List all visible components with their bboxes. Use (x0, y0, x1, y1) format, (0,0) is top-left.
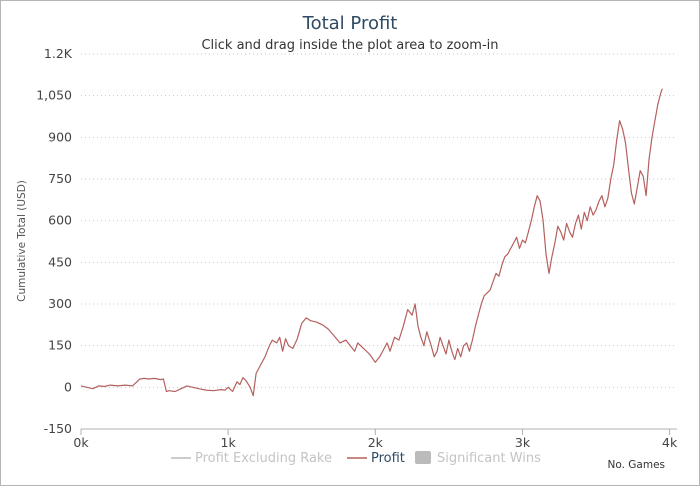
legend-label: Profit Excluding Rake (195, 451, 332, 466)
grid-lines (81, 53, 677, 430)
x-tick-label: 1k (221, 435, 237, 450)
chart-title: Total Profit (302, 13, 398, 34)
y-tick-label: -150 (44, 421, 72, 436)
y-tick-label: 150 (48, 338, 72, 353)
x-tick-label: 4k (662, 435, 678, 450)
x-tick-label: 0k (73, 435, 89, 450)
legend-label: Profit (371, 451, 405, 466)
legend-item[interactable]: Profit Excluding Rake (171, 451, 332, 466)
y-tick-label: 900 (48, 129, 72, 144)
legend-box-symbol (415, 451, 431, 464)
y-axis-title: Cumulative Total (USD) (16, 180, 28, 302)
legend: Profit Excluding Rake Profit Significant W… (171, 451, 541, 466)
y-tick-label: 600 (48, 213, 72, 228)
y-tick-label: 300 (48, 296, 72, 311)
x-axis-title: No. Games (608, 459, 666, 471)
x-axis: 0k 1k 2k 3k 4k (73, 428, 678, 450)
series-layer (80, 88, 663, 397)
series-line-profit[interactable] (80, 88, 663, 397)
y-tick-label: 750 (48, 171, 72, 186)
legend-item[interactable]: Profit (347, 451, 405, 466)
y-tick-label: 1,050 (36, 88, 72, 103)
x-tick-label: 3k (515, 435, 531, 450)
y-tick-label: 450 (48, 254, 72, 269)
legend-item[interactable]: Significant Wins (415, 451, 541, 466)
y-tick-label: 0 (64, 379, 72, 394)
chart-subtitle: Click and drag inside the plot area to z… (201, 38, 498, 53)
y-axis-ticks: -150 0 150 300 450 600 750 900 1,050 1.2K (36, 46, 73, 436)
x-tick-label: 2k (368, 435, 384, 450)
y-tick-label: 1.2K (44, 46, 73, 61)
legend-label: Significant Wins (437, 451, 541, 466)
